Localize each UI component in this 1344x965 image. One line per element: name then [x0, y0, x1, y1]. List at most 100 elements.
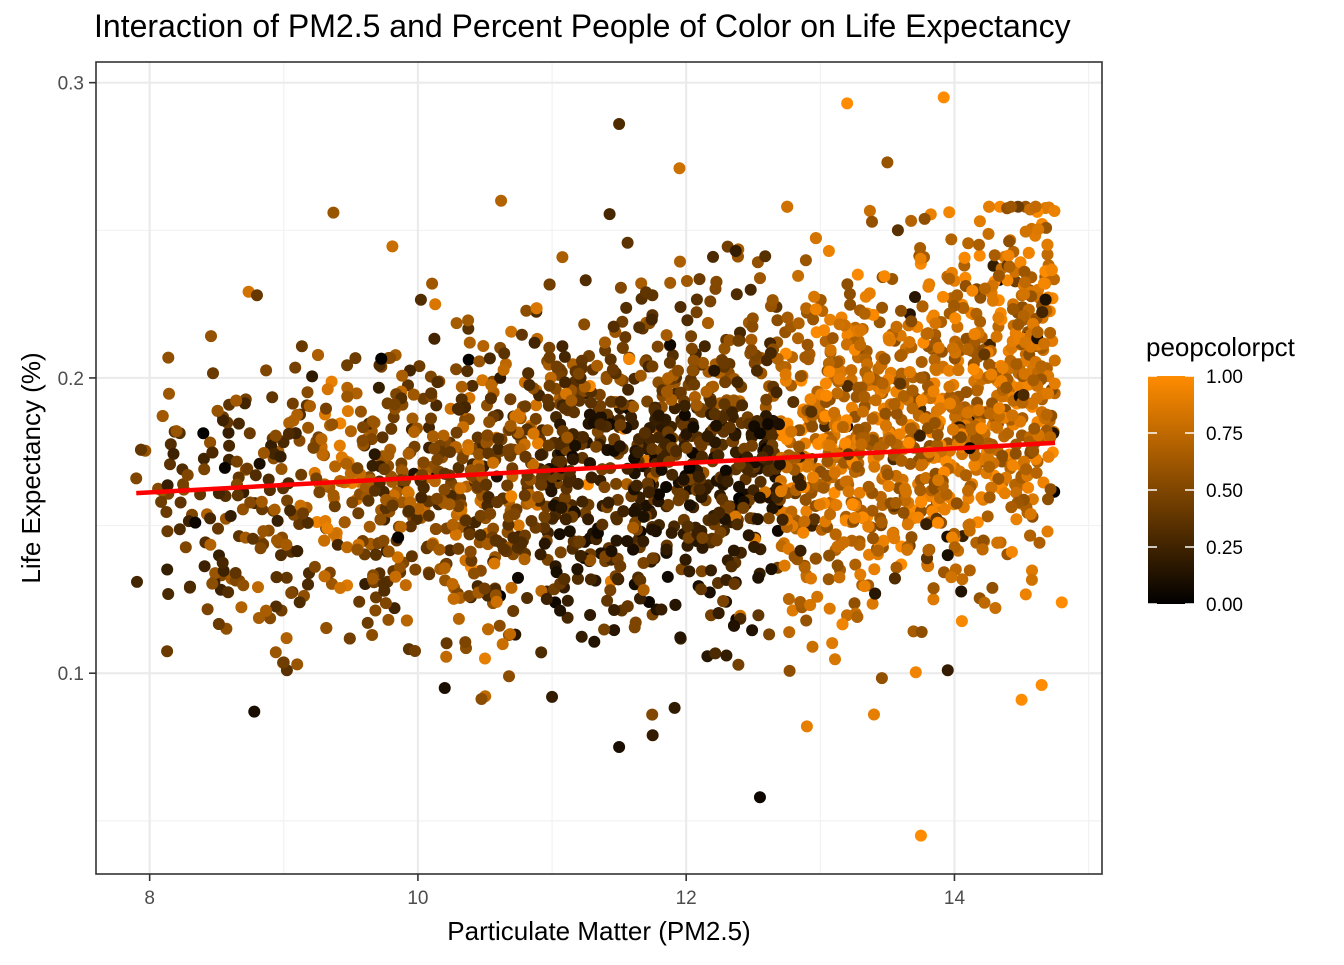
data-point — [951, 289, 964, 302]
data-point — [673, 162, 686, 175]
data-point — [745, 439, 758, 452]
data-point — [1000, 381, 1013, 394]
data-point — [375, 352, 388, 365]
data-point — [497, 363, 510, 376]
data-point — [608, 624, 621, 637]
data-point — [800, 614, 813, 627]
data-point — [1007, 303, 1020, 316]
data-point — [550, 360, 563, 373]
data-point — [293, 596, 306, 609]
data-point — [503, 670, 515, 683]
data-point — [534, 449, 547, 461]
data-point — [368, 484, 381, 497]
data-point — [950, 497, 963, 510]
data-point — [584, 554, 597, 567]
data-point — [794, 596, 807, 608]
legend-title: peopcolorpct — [1146, 332, 1296, 362]
data-point — [366, 572, 379, 585]
data-point — [162, 351, 175, 364]
data-point — [968, 328, 981, 341]
data-point — [932, 341, 945, 354]
data-point — [884, 434, 897, 447]
data-point — [725, 560, 738, 573]
x-tick-label: 14 — [944, 888, 966, 909]
data-point — [674, 631, 687, 644]
data-point — [899, 494, 912, 507]
data-point — [854, 568, 867, 581]
data-point — [820, 389, 833, 402]
data-point — [406, 412, 419, 425]
data-point — [280, 632, 293, 645]
data-point — [198, 463, 211, 476]
legend-tick-label: 0.25 — [1206, 538, 1243, 559]
data-point — [386, 240, 399, 253]
data-point — [922, 544, 935, 557]
data-point — [698, 340, 711, 353]
data-point — [356, 434, 369, 447]
data-point — [391, 551, 404, 564]
data-point — [474, 509, 487, 522]
data-point — [728, 577, 741, 590]
data-point — [179, 541, 192, 554]
data-point — [992, 472, 1005, 485]
data-point — [915, 626, 928, 638]
data-point — [404, 520, 417, 533]
data-point — [841, 380, 854, 392]
data-point — [269, 429, 282, 442]
data-point — [462, 353, 475, 366]
data-point — [845, 364, 858, 377]
data-point — [198, 560, 211, 573]
data-point — [737, 501, 750, 514]
data-point — [473, 448, 486, 461]
data-point — [534, 548, 547, 561]
data-point — [728, 619, 740, 632]
data-point — [710, 419, 723, 432]
data-point — [982, 227, 995, 240]
data-point — [776, 513, 789, 526]
data-point — [875, 672, 888, 685]
data-point — [303, 400, 316, 413]
data-point — [450, 363, 463, 376]
data-point — [826, 332, 839, 345]
data-point — [846, 498, 859, 511]
data-point — [863, 287, 876, 300]
data-point — [766, 294, 779, 307]
data-point — [295, 340, 308, 353]
data-point — [670, 445, 683, 458]
data-point — [523, 379, 536, 391]
data-point — [810, 303, 822, 316]
data-point — [794, 370, 807, 383]
data-point — [505, 325, 518, 338]
data-point — [771, 314, 784, 327]
data-point — [852, 381, 865, 394]
data-point — [1025, 573, 1038, 586]
data-point — [976, 543, 989, 556]
data-point — [824, 344, 837, 357]
data-point — [869, 394, 882, 407]
data-point — [973, 215, 986, 228]
data-point — [162, 588, 175, 600]
data-point — [403, 505, 415, 517]
data-point — [919, 412, 931, 425]
data-point — [858, 307, 871, 320]
data-point — [708, 408, 721, 420]
data-point — [952, 364, 965, 377]
data-point — [710, 534, 723, 547]
data-point — [723, 421, 736, 434]
data-point — [456, 452, 469, 465]
data-point — [985, 368, 998, 381]
data-point — [518, 489, 531, 502]
data-point — [919, 472, 932, 484]
data-point — [709, 647, 722, 660]
data-point — [866, 597, 879, 610]
data-point — [1005, 200, 1017, 213]
data-point — [270, 600, 283, 613]
data-point — [522, 367, 535, 380]
data-point — [605, 545, 618, 558]
data-point — [393, 561, 406, 574]
data-point — [905, 315, 918, 328]
data-point — [538, 510, 551, 523]
data-point — [218, 461, 231, 474]
data-point — [674, 301, 687, 313]
data-point — [828, 466, 841, 479]
